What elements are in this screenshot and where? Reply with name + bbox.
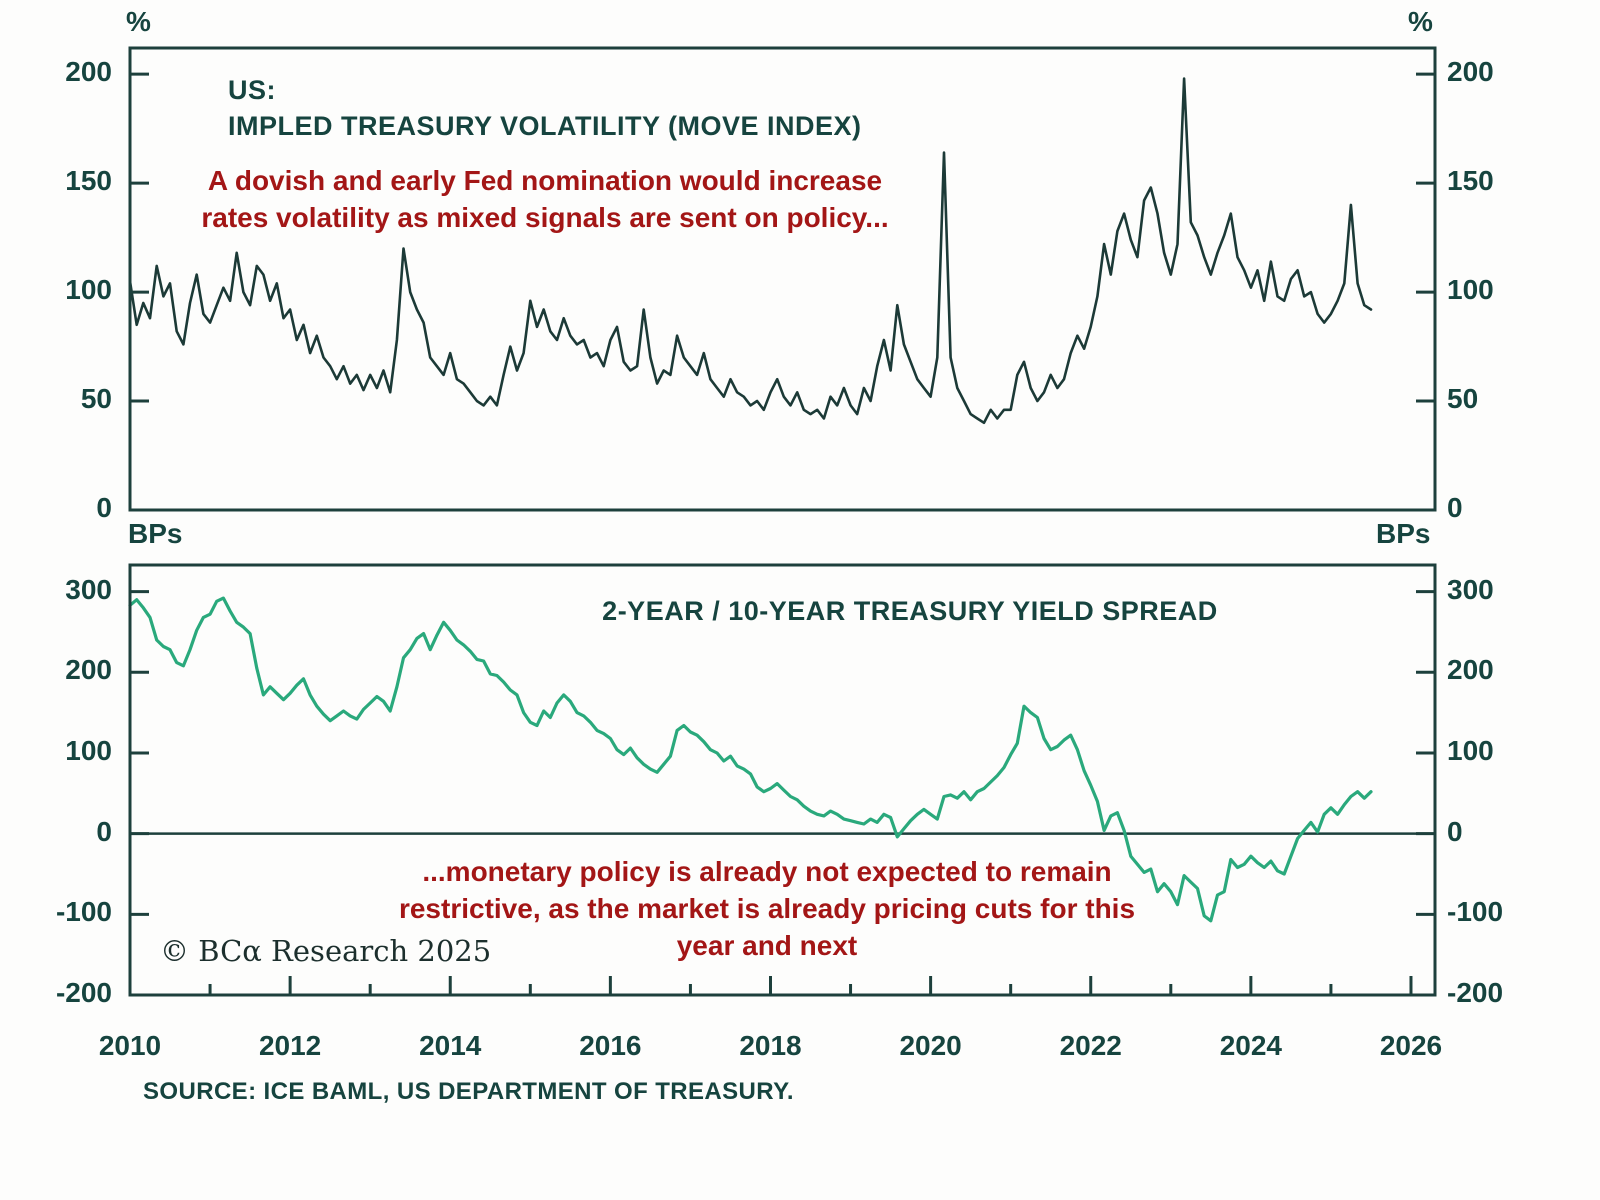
x-tick-label: 2016 — [579, 1030, 642, 1061]
y-tick-label-left: 0 — [96, 815, 112, 847]
source-note: SOURCE: ICE BAML, US DEPARTMENT OF TREAS… — [143, 1078, 794, 1105]
top-left-unit-label: % — [126, 6, 151, 37]
y-tick-label-right: 0 — [1447, 492, 1463, 523]
panel1-title-line2: IMPLED TREASURY VOLATILITY (MOVE INDEX) — [228, 111, 862, 141]
y-tick-label-left: 300 — [65, 573, 112, 605]
bottom-right-unit-label: BPs — [1376, 518, 1431, 549]
panel1-title-line1: US: — [228, 75, 276, 105]
y-tick-label-right: 150 — [1447, 165, 1494, 197]
y-tick-label-left: 50 — [80, 383, 112, 415]
y-tick-label-right: -100 — [1447, 896, 1504, 928]
panel2-title: 2-YEAR / 10-YEAR TREASURY YIELD SPREAD — [602, 596, 1218, 626]
y-tick-label-right: -200 — [1447, 977, 1504, 1008]
panel1-title: US: IMPLED TREASURY VOLATILITY (MOVE IND… — [228, 72, 862, 144]
panel1-annotation: A dovish and early Fed nomination would … — [201, 165, 889, 233]
y-tick-label-left: 200 — [65, 56, 112, 88]
y-tick-label-right: 100 — [1447, 274, 1494, 306]
x-tick-label: 2020 — [899, 1030, 962, 1061]
y-tick-label-right: 100 — [1447, 734, 1494, 766]
y-tick-label-left: -100 — [55, 896, 112, 928]
top-right-unit-label: % — [1408, 6, 1433, 37]
y-tick-label-right: 0 — [1447, 815, 1463, 847]
x-tick-label: 2022 — [1059, 1030, 1122, 1061]
y-tick-label-left: -200 — [55, 977, 112, 1008]
x-tick-label: 2012 — [258, 1030, 322, 1061]
y-tick-label-left: 0 — [96, 492, 112, 523]
y-tick-label-left: 100 — [65, 734, 112, 766]
x-tick-label: 2014 — [419, 1030, 482, 1061]
y-tick-label-right: 50 — [1447, 383, 1479, 415]
y-tick-label-right: 300 — [1447, 573, 1494, 605]
y-tick-label-right: 200 — [1447, 56, 1494, 88]
bottom-left-unit-label: BPs — [128, 518, 183, 549]
y-tick-label-left: 150 — [65, 165, 112, 197]
x-tick-label: 2026 — [1379, 1030, 1443, 1061]
y-tick-label-right: 200 — [1447, 654, 1494, 686]
copyright-note: © BCα Research 2025 — [160, 934, 492, 968]
x-tick-label: 2010 — [98, 1030, 162, 1061]
panel2-annotation: ...monetary policy is already not expect… — [398, 856, 1136, 961]
x-tick-label: 2018 — [739, 1030, 802, 1061]
y-tick-label-left: 200 — [65, 654, 112, 686]
y-tick-label-left: 100 — [65, 274, 112, 306]
x-tick-label: 2024 — [1219, 1030, 1282, 1061]
